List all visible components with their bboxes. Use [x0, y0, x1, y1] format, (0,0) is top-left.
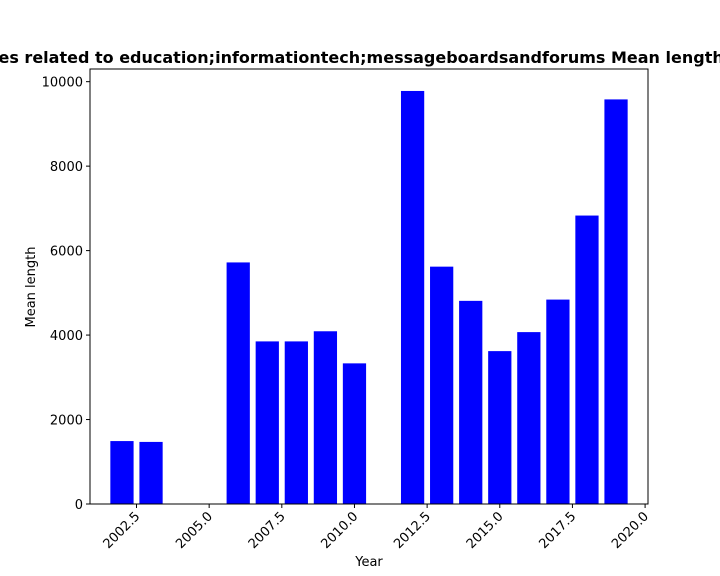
x-tick-label: 2012.5	[391, 509, 434, 552]
y-tick-label: 6000	[50, 245, 83, 260]
bar-2014	[459, 300, 483, 504]
bar-2015	[488, 351, 512, 504]
x-tick-label: 2007.5	[246, 509, 289, 552]
bar-2016	[517, 332, 541, 504]
bar-2003	[139, 441, 163, 504]
bar-2007	[255, 341, 279, 504]
x-tick-label: 2017.5	[536, 509, 579, 552]
bar-2018	[575, 215, 599, 505]
bar-2010	[342, 363, 367, 504]
bars-group	[110, 90, 628, 505]
x-tick-label: 2005.0	[173, 509, 216, 552]
y-tick-label: 0	[75, 498, 83, 513]
x-axis-label: Year	[354, 555, 383, 570]
y-tick-label: 8000	[50, 160, 83, 175]
y-axis-label: Mean length	[24, 247, 39, 328]
bar-2006	[226, 262, 250, 504]
y-tick-label: 4000	[50, 329, 83, 344]
x-tick-label: 2015.0	[464, 509, 507, 552]
bar-2019	[604, 99, 628, 504]
y-axis: 0 2000 4000 6000 8000 10000	[42, 76, 90, 513]
bar-2017	[546, 299, 570, 504]
y-tick-label: 10000	[42, 76, 83, 91]
x-axis: 2002.5 2005.0 2007.5 2010.0 2012.5 2015.0 2017…	[101, 504, 652, 552]
y-tick-label: 2000	[50, 414, 83, 429]
bar-2008	[284, 341, 308, 504]
x-tick-label: 2010.0	[319, 509, 362, 552]
bar-2013	[430, 266, 454, 504]
bar-2009	[313, 331, 338, 504]
chart-title: Sites related to education;informationte…	[0, 48, 720, 67]
x-tick-label: 2020.0	[609, 509, 652, 552]
bar-2002	[110, 441, 134, 504]
x-tick-label: 2002.5	[101, 509, 144, 552]
plot-area-frame	[89, 68, 649, 505]
bar-2012	[400, 90, 425, 504]
